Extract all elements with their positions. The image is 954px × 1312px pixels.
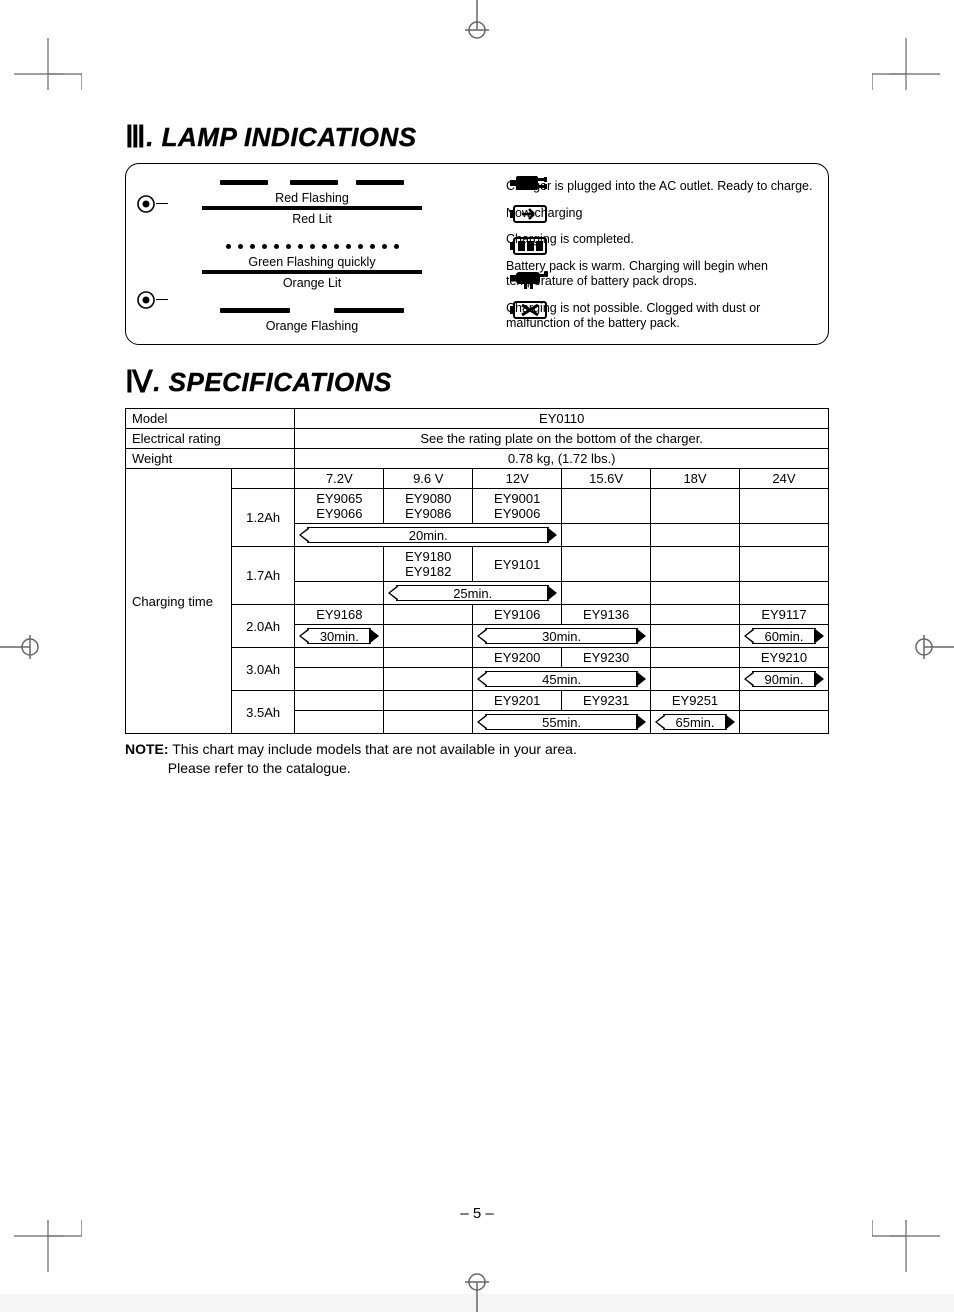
lamp-row: Orange Flashing (168, 302, 506, 334)
model-cell: EY9230 (562, 648, 651, 668)
model-cell (562, 547, 651, 582)
charging-time-value: 65min. (651, 711, 740, 734)
crop-mark-tl (14, 38, 82, 90)
model-cell: EY9080EY9086 (384, 489, 473, 524)
model-cell (562, 489, 651, 524)
charging-time-value: 55min. (473, 711, 651, 734)
charging-time-value: 90min. (739, 668, 828, 691)
charging-time-value: 30min. (295, 625, 384, 648)
charging-time-value: 45min. (473, 668, 651, 691)
model-cell: EY9251 (651, 691, 740, 711)
model-cell: EY9231 (562, 691, 651, 711)
crop-mark-tr (872, 38, 940, 90)
model-cell (739, 691, 828, 711)
lamp-pattern-label: Green Flashing quickly (168, 255, 456, 270)
section3-title: LAMP INDICATIONS (162, 122, 417, 152)
voltage-header: 24V (739, 469, 828, 489)
lamp-status-icon (510, 172, 554, 198)
model-cell (739, 489, 828, 524)
model-cell: EY9101 (473, 547, 562, 582)
spec-row-label: Model (126, 409, 295, 429)
charging-time-value: 30min. (473, 625, 651, 648)
model-cell: EY9201 (473, 691, 562, 711)
charging-time-label: Charging time (126, 469, 232, 734)
model-cell (384, 605, 473, 625)
registration-mark-right (914, 617, 954, 677)
charging-time-value: 20min. (295, 524, 562, 547)
lamp-pattern-label: Red Lit (168, 212, 456, 227)
model-cell: EY9106 (473, 605, 562, 625)
capacity-label: 3.0Ah (231, 648, 295, 691)
model-cell (295, 691, 384, 711)
page: Ⅲ. LAMP INDICATIONS Red Flashing Red Lit G… (0, 0, 954, 1294)
spec-row-value: EY0110 (295, 409, 829, 429)
lamp-indications-box: Red Flashing Red Lit Green Flashing quickl… (125, 163, 829, 345)
capacity-label: 2.0Ah (231, 605, 295, 648)
lamp-pattern-label: Orange Lit (168, 276, 456, 291)
model-cell (295, 648, 384, 668)
model-cell: EY9065EY9066 (295, 489, 384, 524)
model-cell: EY9136 (562, 605, 651, 625)
capacity-label: 1.2Ah (231, 489, 295, 547)
lamp-status-icon (510, 236, 554, 260)
spec-row-label: Electrical rating (126, 429, 295, 449)
voltage-header: 12V (473, 469, 562, 489)
section4-heading: Ⅳ. SPECIFICATIONS (125, 365, 829, 400)
voltage-header: 15.6V (562, 469, 651, 489)
model-cell: EY9180EY9182 (384, 547, 473, 582)
section4-numeral: Ⅳ (125, 366, 153, 399)
lamp-status-icon (510, 268, 554, 294)
lamp-patterns-column: Red Flashing Red Lit Green Flashing quickl… (136, 174, 506, 334)
charging-time-value: 25min. (384, 582, 562, 605)
crop-mark-br (872, 1220, 940, 1272)
model-cell (651, 489, 740, 524)
lamp-status-icon (510, 204, 554, 228)
specifications-table: ModelEY0110Electrical ratingSee the rati… (125, 408, 829, 734)
model-cell (651, 547, 740, 582)
capacity-label: 1.7Ah (231, 547, 295, 605)
lamp-row: Red Flashing (168, 174, 506, 206)
charging-time-value: 60min. (739, 625, 828, 648)
voltage-header: 9.6 V (384, 469, 473, 489)
lamp-row: Orange Lit (168, 270, 506, 302)
lamp-status-icon (510, 300, 554, 324)
lamp-pattern-label: Red Flashing (168, 191, 456, 206)
model-cell (384, 691, 473, 711)
capacity-label: 3.5Ah (231, 691, 295, 734)
model-cell (651, 605, 740, 625)
section3-heading: Ⅲ. LAMP INDICATIONS (125, 120, 829, 155)
section4-title: SPECIFICATIONS (169, 367, 392, 397)
model-cell (384, 648, 473, 668)
voltage-header: 7.2V (295, 469, 384, 489)
spec-row-value: 0.78 kg, (1.72 lbs.) (295, 449, 829, 469)
model-cell: EY9001EY9006 (473, 489, 562, 524)
registration-mark-top (447, 0, 507, 40)
lamp-row: Red Lit (168, 206, 506, 238)
model-cell: EY9117 (739, 605, 828, 625)
spec-row-label: Weight (126, 449, 295, 469)
model-cell (651, 648, 740, 668)
section3-numeral: Ⅲ (125, 121, 146, 154)
spec-note: NOTE: This chart may include models that… (125, 740, 829, 778)
model-cell: EY9200 (473, 648, 562, 668)
lamp-row: Green Flashing quickly (168, 238, 506, 270)
voltage-header: 18V (651, 469, 740, 489)
note-text: This chart may include models that are n… (125, 741, 577, 776)
model-cell (739, 547, 828, 582)
lamp-pattern-label: Orange Flashing (168, 319, 456, 334)
model-cell: EY9168 (295, 605, 384, 625)
spec-row-value: See the rating plate on the bottom of th… (295, 429, 829, 449)
crop-mark-bl (14, 1220, 82, 1272)
page-number: – 5 – (0, 1205, 954, 1222)
registration-mark-bottom (447, 1272, 507, 1312)
note-label: NOTE: (125, 741, 169, 757)
model-cell (295, 547, 384, 582)
registration-mark-left (0, 617, 40, 677)
model-cell: EY9210 (739, 648, 828, 668)
